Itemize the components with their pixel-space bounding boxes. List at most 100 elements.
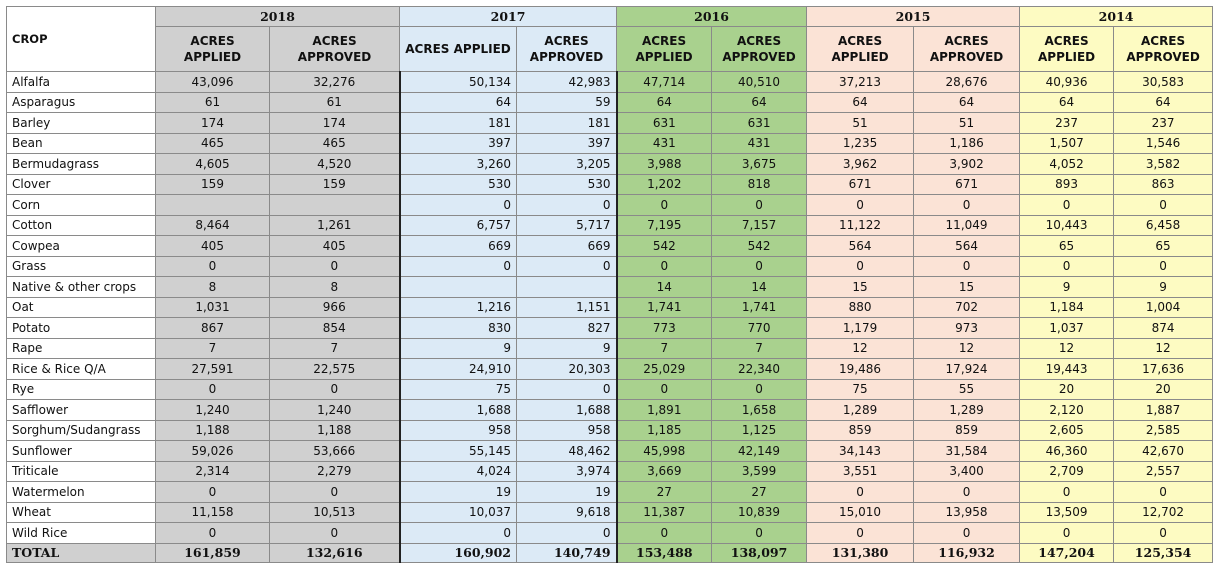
acres-applied-cell: 2,605 [1019, 419, 1115, 441]
acres-applied-cell: 11,158 [155, 501, 270, 523]
acres-approved-cell: 0 [1113, 194, 1214, 216]
acres-applied-cell: 12 [1019, 337, 1115, 359]
acres-applied-cell: 7 [616, 337, 713, 359]
crop-table-body: Alfalfa 43,096 32,276 50,134 42,983 47,714 40,… [6, 71, 1214, 563]
table-row: Safflower 1,240 1,240 1,688 1,688 1,891 1,658 1… [6, 399, 1214, 421]
acres-approved-cell: 12 [1113, 337, 1214, 359]
acres-approved-cell: 59 [516, 91, 618, 113]
year-header-row: CROP 2018 2017 2016 2015 2014 [6, 6, 1214, 72]
acres-approved-cell: 973 [913, 317, 1021, 339]
acres-applied-cell: 0 [806, 481, 915, 503]
acres-applied-cell: 631 [616, 112, 713, 134]
acres-approved-cell: 465 [268, 132, 401, 154]
acres-applied-cell: 1,741 [616, 296, 713, 318]
acres-applied-cell: 19 [398, 481, 518, 503]
acres-applied-cell: 10,037 [398, 501, 518, 523]
acres-approved-header: ACRES APPROVED [1113, 26, 1214, 72]
acres-approved-cell: 0 [1113, 255, 1214, 277]
acres-applied-header: ACRES APPLIED [806, 26, 915, 72]
acres-applied-cell: 181 [398, 112, 518, 134]
crop-name: Wild Rice [6, 522, 156, 544]
table-row: Asparagus 61 61 64 59 64 64 64 64 64 64 [6, 91, 1214, 113]
acres-applied-cell: 159 [155, 173, 270, 195]
acres-applied-cell: 11,122 [806, 214, 915, 236]
acres-approved-cell: 1,186 [913, 132, 1021, 154]
crop-name: Alfalfa [6, 71, 156, 93]
acres-applied-cell: 1,235 [806, 132, 915, 154]
acres-applied-cell: 7,195 [616, 214, 713, 236]
acres-applied-cell: 64 [398, 91, 518, 113]
acres-approved-cell: 3,974 [516, 460, 618, 482]
acres-applied-cell: 14 [616, 276, 713, 298]
acres-approved-cell: 859 [913, 419, 1021, 441]
acres-approved-cell: 2,557 [1113, 460, 1214, 482]
acres-applied-cell: 431 [616, 132, 713, 154]
table-row: Rice & Rice Q/A 27,591 22,575 24,910 20,303 2… [6, 358, 1214, 380]
acres-approved-cell: 3,400 [913, 460, 1021, 482]
acres-approved-cell: 15 [913, 276, 1021, 298]
acres-applied-cell: 405 [155, 235, 270, 257]
acres-approved-cell: 9,618 [516, 501, 618, 523]
acres-approved-header: ACRES APPROVED [516, 26, 618, 72]
acres-approved-cell: 64 [1113, 91, 1214, 113]
acres-approved-cell: 19 [516, 481, 618, 503]
acres-applied-header: ACRES APPLIED [1019, 26, 1115, 72]
acres-approved-cell: 237 [1113, 112, 1214, 134]
acres-applied-cell: 773 [616, 317, 713, 339]
acres-approved-cell: 1,240 [268, 399, 401, 421]
acres-approved-cell: 530 [516, 173, 618, 195]
year-header-2018: 2018 [154, 6, 401, 27]
acres-approved-cell: 22,575 [268, 358, 401, 380]
acres-approved-cell: 42,149 [711, 440, 808, 462]
acres-approved-cell: 397 [516, 132, 618, 154]
acres-applied-cell: 830 [398, 317, 518, 339]
acres-approved-cell: 20,303 [516, 358, 618, 380]
acres-applied-cell: 0 [155, 522, 270, 544]
acres-applied-cell: 2,709 [1019, 460, 1115, 482]
acres-applied-cell: 1,184 [1019, 296, 1115, 318]
acres-applied-cell: 0 [1019, 255, 1115, 277]
acres-approved-cell: 966 [268, 296, 401, 318]
acres-applied-cell: 3,988 [616, 153, 713, 175]
crop-name: Watermelon [6, 481, 156, 503]
acres-applied-cell: 1,031 [155, 296, 270, 318]
acres-applied-cell: 880 [806, 296, 915, 318]
table-row: Corn 0 0 0 0 0 0 0 0 [6, 194, 1214, 216]
acres-approved-cell: 1,004 [1113, 296, 1214, 318]
acres-applied-cell: 19,443 [1019, 358, 1115, 380]
acres-applied-cell: 153,488 [616, 542, 713, 563]
table-row: Watermelon 0 0 19 19 27 27 0 0 0 0 [6, 481, 1214, 503]
crop-name: Asparagus [6, 91, 156, 113]
acres-applied-cell: 669 [398, 235, 518, 257]
crop-name: Wheat [6, 501, 156, 523]
acres-applied-cell: 958 [398, 419, 518, 441]
crop-name: Corn [6, 194, 156, 216]
acres-approved-cell: 958 [516, 419, 618, 441]
acres-approved-cell: 174 [268, 112, 401, 134]
acres-applied-cell: 4,605 [155, 153, 270, 175]
acres-approved-cell: 5,717 [516, 214, 618, 236]
acres-approved-cell: 1,188 [268, 419, 401, 441]
crop-name: Native & other crops [6, 276, 156, 298]
total-label: TOTAL [6, 542, 156, 563]
acres-approved-cell: 405 [268, 235, 401, 257]
acres-applied-cell: 1,179 [806, 317, 915, 339]
acres-approved-cell: 854 [268, 317, 401, 339]
acres-approved-cell: 132,616 [268, 542, 401, 563]
acres-applied-cell: 0 [398, 522, 518, 544]
acres-approved-cell: 0 [1113, 481, 1214, 503]
acres-applied-cell: 893 [1019, 173, 1115, 195]
acres-approved-cell: 3,675 [711, 153, 808, 175]
acres-applied-cell: 25,029 [616, 358, 713, 380]
table-row: Rape 7 7 9 9 7 7 12 12 12 12 [6, 337, 1214, 359]
crop-name: Grass [6, 255, 156, 277]
year-header-2015: 2015 [806, 6, 1021, 27]
crop-column-header: CROP [6, 6, 156, 72]
crop-name: Barley [6, 112, 156, 134]
acres-approved-cell: 1,741 [711, 296, 808, 318]
acres-applied-cell: 0 [155, 481, 270, 503]
acres-applied-cell: 0 [616, 255, 713, 277]
acres-applied-cell: 24,910 [398, 358, 518, 380]
table-row: Cowpea 405 405 669 669 542 542 564 564 65 65 [6, 235, 1214, 257]
crop-name: Bean [6, 132, 156, 154]
